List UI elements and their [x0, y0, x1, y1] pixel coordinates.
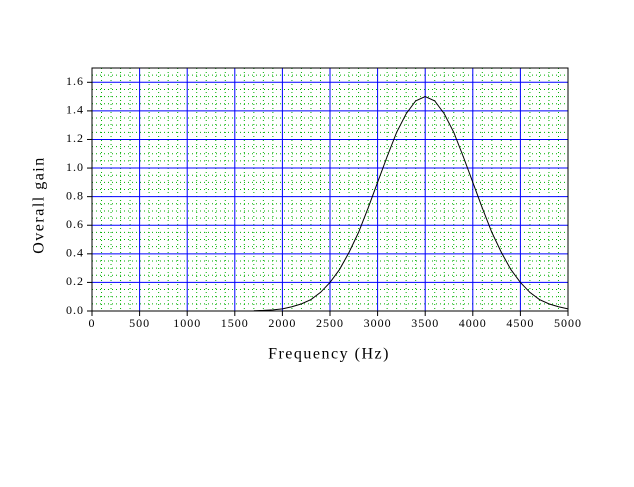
data-line: [253, 96, 569, 312]
x-tick-label: 3500: [411, 316, 439, 330]
y-tick-label: 0.8: [66, 188, 84, 202]
x-tick-label: 1000: [173, 316, 201, 330]
x-tick-label: 3000: [364, 316, 392, 330]
y-axis-label: Overall gain: [31, 156, 48, 254]
y-tick-label: 1.4: [66, 103, 84, 117]
y-tick-label: 0.6: [66, 217, 84, 231]
x-tick-label: 2500: [316, 316, 344, 330]
x-tick-label: 500: [129, 316, 150, 330]
x-tick-label: 4000: [459, 316, 487, 330]
x-axis-label: Frequency (Hz): [268, 346, 390, 363]
x-tick-label: 1500: [221, 316, 249, 330]
y-tick-label: 0.0: [66, 303, 84, 317]
x-tick-label: 5000: [554, 316, 582, 330]
y-tick-label: 0.2: [66, 274, 84, 288]
y-tick-label: 1.2: [66, 131, 84, 145]
x-tick-label: 0: [89, 316, 96, 330]
y-tick-label: 1.6: [66, 74, 84, 88]
y-tick-label: 0.4: [66, 246, 84, 260]
plot-frame: [91, 67, 569, 312]
x-tick-label: 4500: [506, 316, 534, 330]
x-tick-label: 2000: [268, 316, 296, 330]
y-tick-label: 1.0: [66, 160, 84, 174]
